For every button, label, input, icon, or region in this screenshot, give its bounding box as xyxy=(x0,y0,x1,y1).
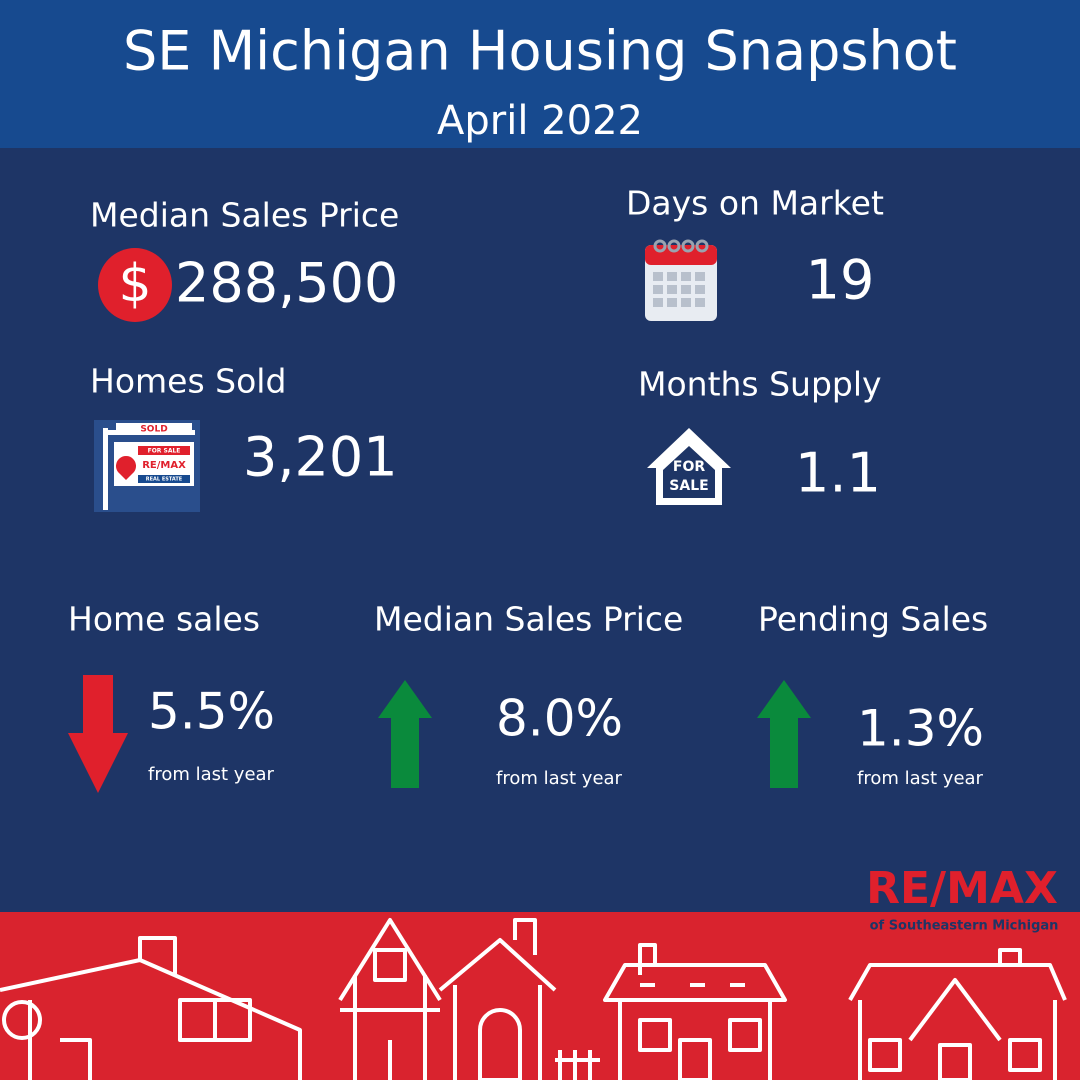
sign-text: SOLD xyxy=(140,425,167,435)
sign-text: FOR SALE xyxy=(148,448,181,455)
house-illustrations xyxy=(0,918,1067,1080)
change-value: 1.3% xyxy=(857,700,984,758)
house-sign-text: SALE xyxy=(669,478,708,494)
change-label: Pending Sales xyxy=(758,600,988,639)
calendar-icon xyxy=(645,239,717,321)
subtitle: April 2022 xyxy=(437,98,643,144)
change-value: 5.5% xyxy=(148,683,275,741)
stat-label: Months Supply xyxy=(638,365,882,404)
stat-value: 3,201 xyxy=(243,426,398,489)
stat-value: 19 xyxy=(806,249,875,312)
dollar-icon xyxy=(98,248,172,322)
change-note: from last year xyxy=(496,768,623,789)
title: SE Michigan Housing Snapshot xyxy=(123,20,957,83)
for-sale-house-icon: FOR SALE xyxy=(647,428,731,505)
sold-sign-icon: SOLD FOR SALE RE/MAX REAL ESTATE xyxy=(94,420,200,512)
change-label: Median Sales Price xyxy=(374,600,683,639)
stat-label: Days on Market xyxy=(626,184,884,223)
stat-value: 288,500 xyxy=(175,252,398,315)
stat-label: Homes Sold xyxy=(90,362,286,401)
sign-text: REAL ESTATE xyxy=(146,477,183,483)
change-note: from last year xyxy=(148,764,275,785)
change-arrow xyxy=(378,680,432,788)
change-arrow xyxy=(68,675,128,793)
change-note: from last year xyxy=(857,768,984,789)
change-arrow xyxy=(757,680,811,788)
stat-label: Median Sales Price xyxy=(90,196,399,235)
sign-text: RE/MAX xyxy=(142,460,186,471)
logo-region: of Southeastern Michigan xyxy=(870,919,1059,934)
house-sign-text: FOR xyxy=(673,459,705,475)
change-value: 8.0% xyxy=(496,690,623,748)
dollar-sign: $ xyxy=(118,254,151,314)
stat-value: 1.1 xyxy=(795,442,881,505)
logo-name: RE/MAX xyxy=(866,863,1058,914)
changes: Home sales 5.5% from last year Median Sales… xyxy=(68,600,988,793)
header-band xyxy=(0,0,1080,148)
change-label: Home sales xyxy=(68,600,260,639)
